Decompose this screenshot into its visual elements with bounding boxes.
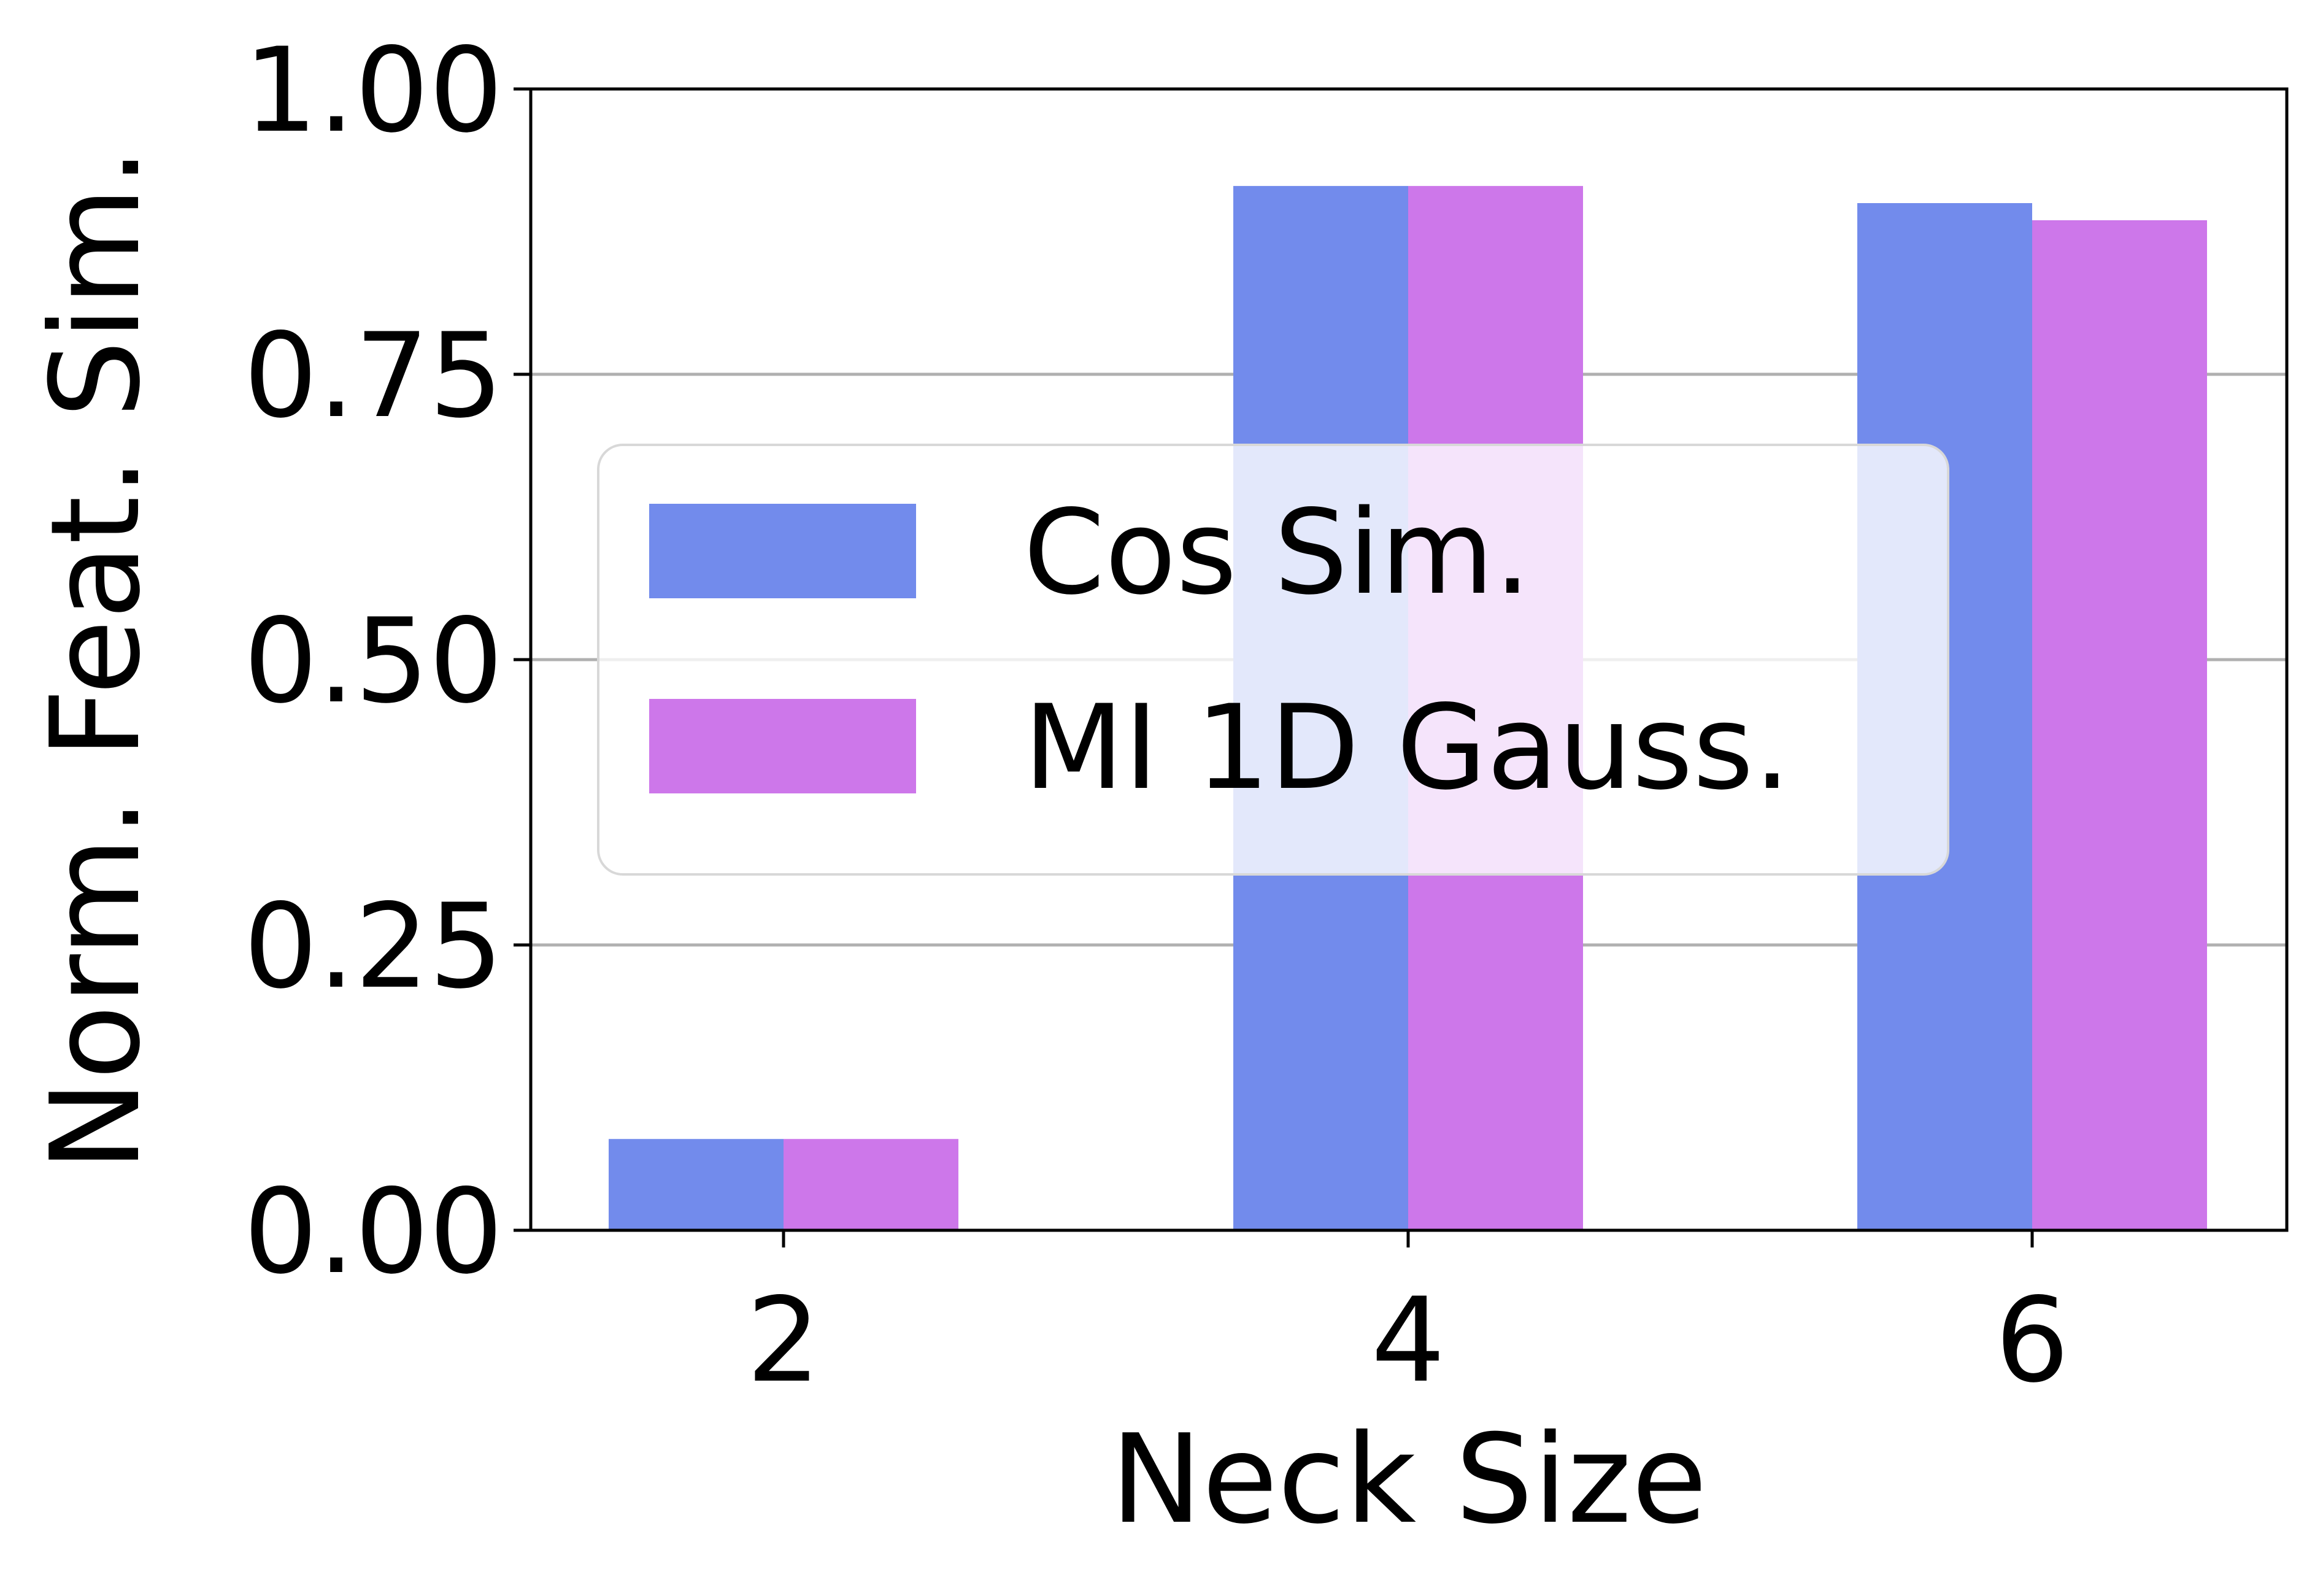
y-tick-label: 1.00 <box>244 23 503 158</box>
legend-swatch <box>649 504 916 598</box>
legend-label: MI 1D Gauss. <box>1023 680 1790 815</box>
y-tick-label: 0.50 <box>244 593 503 729</box>
x-tick-label: 6 <box>1995 1273 2070 1408</box>
bar <box>784 1139 958 1230</box>
legend: Cos Sim. MI 1D Gauss. <box>597 444 1949 876</box>
y-axis-title: Norm. Feat. Sim. <box>25 148 168 1172</box>
y-tick-label: 0.75 <box>244 308 503 444</box>
axis-ticks: 0.00 0.25 0.50 0.75 1.00 2 4 6 <box>244 23 2069 1408</box>
legend-box <box>597 444 1949 876</box>
legend-swatch <box>649 699 916 793</box>
legend-label: Cos Sim. <box>1023 485 1531 620</box>
x-axis-title: Neck Size <box>1111 1408 1708 1551</box>
y-tick-label: 0.25 <box>244 879 503 1014</box>
bar <box>609 1139 784 1230</box>
bar <box>2032 220 2207 1230</box>
y-tick-label: 0.00 <box>244 1164 503 1300</box>
x-tick-label: 4 <box>1371 1273 1446 1408</box>
x-tick-label: 2 <box>747 1273 821 1408</box>
